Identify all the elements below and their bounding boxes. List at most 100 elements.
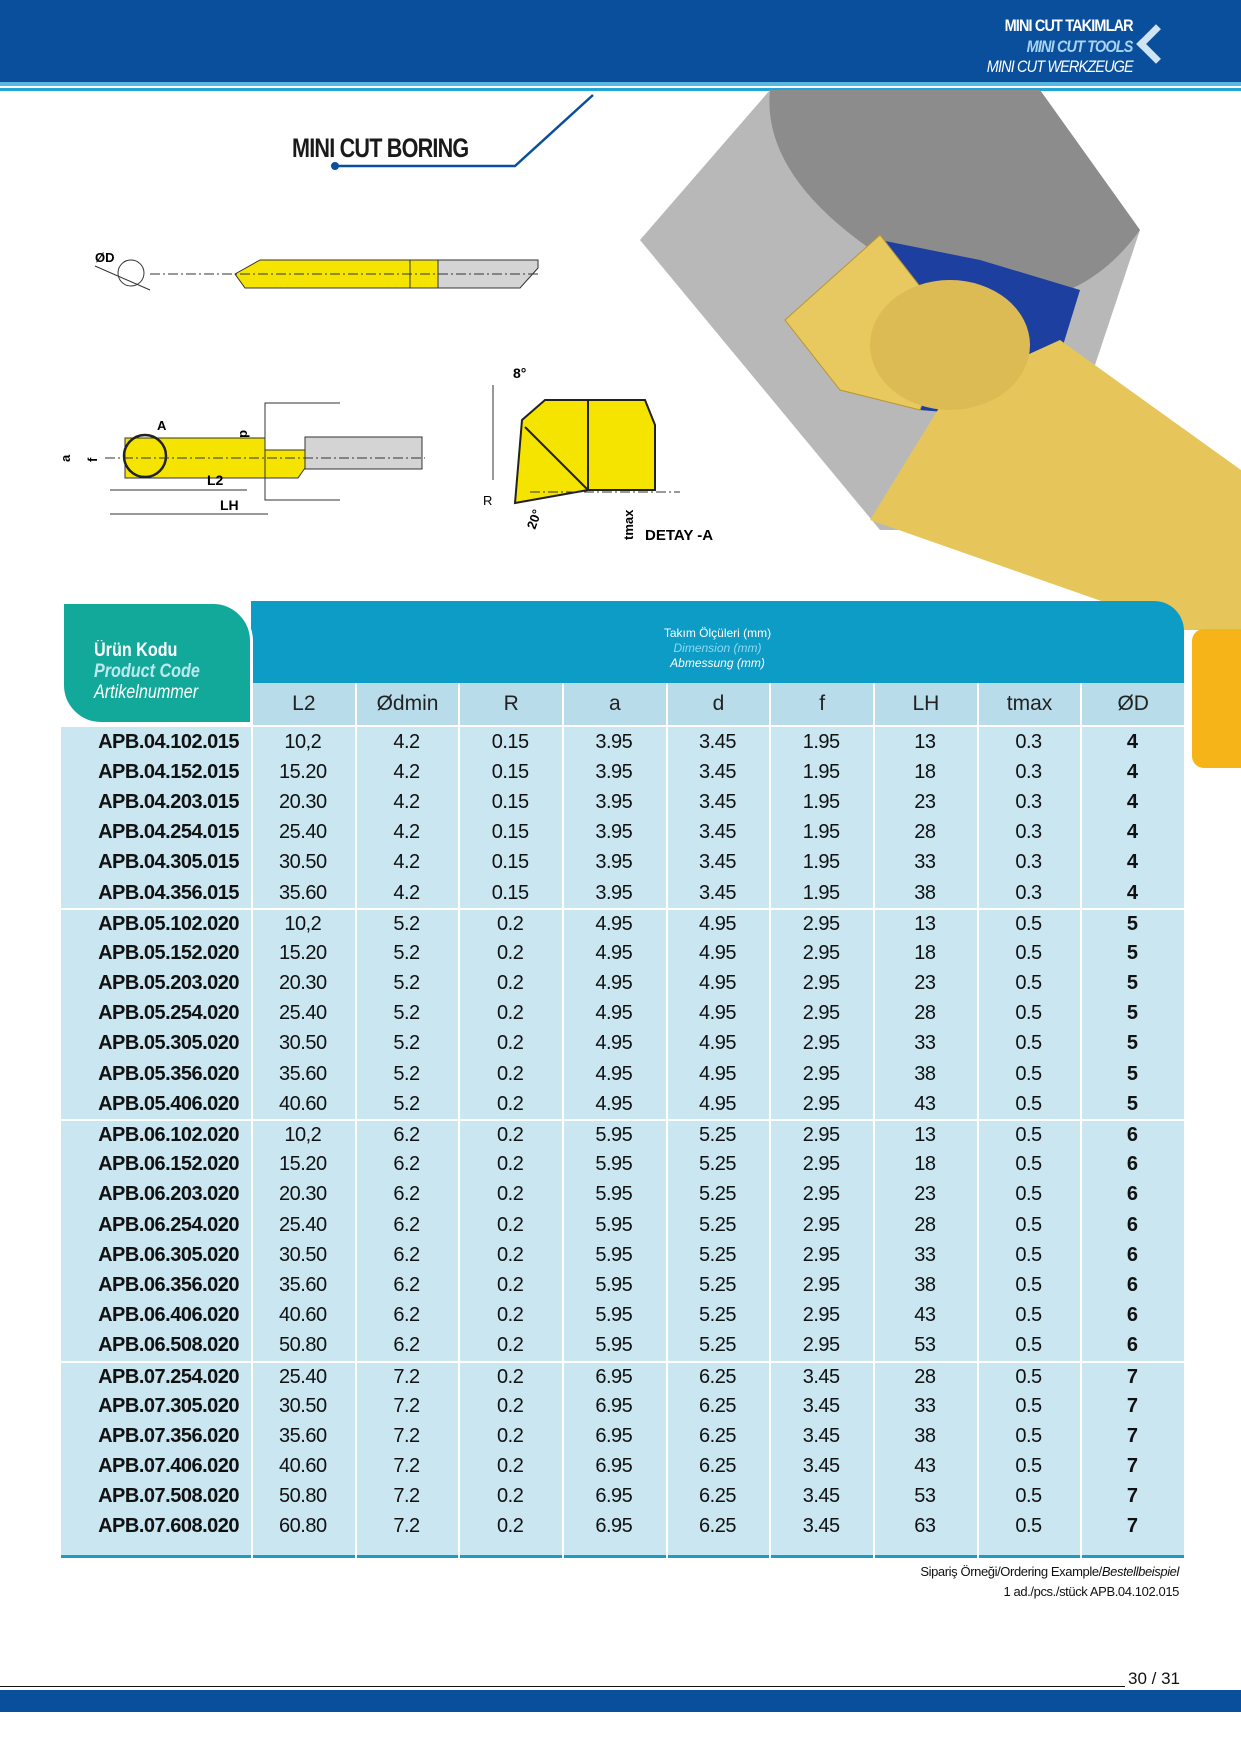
cell-R: 0.2 [497,1485,524,1508]
cell-LH: 43 [914,1092,936,1115]
svg-text:DETAY -A: DETAY -A [645,527,713,544]
cell-f: 1.95 [802,730,840,753]
cell-R: 0.15 [491,821,529,844]
product-code: APB.07.254.020 [98,1365,239,1388]
cell-ØD: 5 [1126,1062,1138,1085]
cell-tmax: 0.5 [1015,1485,1042,1508]
cell-a: 6.95 [595,1515,633,1538]
cell-a: 4.95 [595,1062,633,1085]
cell-R: 0.2 [497,1334,524,1357]
page-title: MINI CUT BORING [292,133,469,163]
cell-LH: 18 [914,760,936,783]
cell-R: 0.2 [497,912,524,935]
product-code: APB.06.406.020 [98,1304,239,1327]
product-code: APB.06.102.020 [98,1124,239,1147]
cell-L2: 50.80 [279,1334,327,1357]
table-row: APB.05.305.020 30.50 5.2 0.2 4.95 4.95 2.95 33 0… [61,1029,1184,1059]
cell-Ødmin: 4.2 [393,881,420,904]
cell-a: 4.95 [595,1092,633,1115]
product-code: APB.06.356.020 [98,1273,239,1296]
cell-d: 6.25 [699,1515,736,1538]
cell-tmax: 0.5 [1015,1365,1042,1388]
table-row: APB.06.102.020 10,2 6.2 0.2 5.95 5.25 2.95 13 0.… [61,1119,1184,1149]
cell-a: 4.95 [595,1032,633,1055]
cell-R: 0.2 [497,1213,524,1236]
cell-L2: 15.20 [279,760,327,783]
column-header-5: f [769,683,873,725]
cell-Ødmin: 5.2 [393,1092,420,1115]
table-row: APB.05.203.020 20.30 5.2 0.2 4.95 4.95 2.95 23 0… [61,969,1184,999]
label-od: ØD [95,250,115,265]
tool-3d-render [640,90,1241,630]
cell-d: 5.25 [699,1304,736,1327]
cell-R: 0.15 [491,760,529,783]
cell-R: 0.2 [497,1092,524,1115]
cell-LH: 23 [914,790,936,813]
cell-tmax: 0.5 [1015,912,1042,935]
order-label-de: Bestellbeispiel [1101,1564,1180,1579]
cell-ØD: 6 [1126,1124,1138,1147]
cell-ØD: 6 [1126,1213,1138,1236]
cell-ØD: 6 [1126,1183,1138,1206]
cell-R: 0.2 [497,1243,524,1266]
cell-L2: 60.80 [279,1515,327,1538]
cell-LH: 28 [914,1213,936,1236]
section-tab[interactable] [1192,629,1241,768]
cell-Ødmin: 6.2 [393,1183,420,1206]
cell-d: 5.25 [699,1183,736,1206]
column-header-0: L2 [251,683,355,725]
svg-text:R: R [483,493,492,508]
cell-tmax: 0.3 [1015,730,1042,753]
cell-tmax: 0.5 [1015,1183,1042,1206]
cell-L2: 20.30 [279,972,327,995]
cell-L2: 40.60 [279,1455,327,1478]
cell-tmax: 0.3 [1015,851,1042,874]
cell-R: 0.2 [497,972,524,995]
cell-f: 2.95 [802,1304,840,1327]
dim-header-de: Abmessung (mm) [670,656,765,670]
cell-Ødmin: 4.2 [393,790,420,813]
cell-a: 5.95 [595,1153,633,1176]
cell-tmax: 0.5 [1015,1334,1042,1357]
cell-d: 6.25 [699,1485,736,1508]
product-code: APB.05.152.020 [98,941,239,964]
cell-L2: 30.50 [279,1032,327,1055]
cell-a: 6.95 [595,1424,633,1447]
header-title-tr: MINI CUT TAKIMLAR [1004,16,1134,35]
product-code: APB.04.102.015 [98,730,239,753]
cell-LH: 33 [914,1032,936,1055]
cell-L2: 35.60 [279,881,327,904]
cell-f: 1.95 [802,790,840,813]
svg-text:A: A [157,418,167,433]
table-row: APB.04.102.015 10,2 4.2 0.15 3.95 3.45 1.95 13 0… [61,727,1184,757]
cell-Ødmin: 7.2 [393,1424,420,1447]
cell-d: 3.45 [699,851,736,874]
header-title-en: MINI CUT TOOLS [1027,37,1134,56]
cell-d: 3.45 [699,881,736,904]
cell-Ødmin: 6.2 [393,1304,420,1327]
cell-L2: 40.60 [279,1304,327,1327]
cell-tmax: 0.5 [1015,941,1042,964]
cell-R: 0.15 [491,790,529,813]
product-code: APB.06.508.020 [98,1334,239,1357]
detail-a-view: 8° R 20° tmax DETAY -A [483,365,713,544]
cell-tmax: 0.5 [1015,1424,1042,1447]
product-code: APB.07.356.020 [98,1424,239,1447]
cell-L2: 30.50 [279,851,327,874]
cell-L2: 15.20 [279,941,327,964]
cell-L2: 25.40 [279,1365,327,1388]
tool-drawings: ØD A d a f L2 LH 8° R 20° tmax DETAY -A [58,94,713,544]
cell-d: 6.25 [699,1455,736,1478]
cell-Ødmin: 5.2 [393,1002,420,1025]
cell-L2: 25.40 [279,1213,327,1236]
code-header-tr: Ürün Kodu [94,640,178,661]
cell-d: 4.95 [699,972,736,995]
cell-R: 0.2 [497,1273,524,1296]
table-row: APB.05.102.020 10,2 5.2 0.2 4.95 4.95 2.95 13 0.… [61,908,1184,938]
cell-f: 2.95 [802,972,840,995]
cell-d: 5.25 [699,1243,736,1266]
cell-R: 0.2 [497,941,524,964]
svg-text:tmax: tmax [621,509,636,540]
cell-L2: 20.30 [279,1183,327,1206]
cell-LH: 43 [914,1455,936,1478]
